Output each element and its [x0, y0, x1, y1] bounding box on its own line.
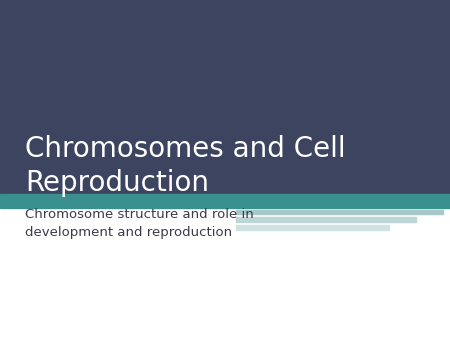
Bar [236, 217, 416, 222]
Bar [236, 225, 389, 230]
Text: Chromosome structure and role in
development and reproduction: Chromosome structure and role in develop… [25, 208, 253, 239]
Bar [0, 201, 450, 338]
Bar [236, 210, 443, 214]
Bar [0, 0, 450, 201]
Bar [0, 194, 450, 208]
Text: Chromosomes and Cell
Reproduction: Chromosomes and Cell Reproduction [25, 135, 346, 197]
